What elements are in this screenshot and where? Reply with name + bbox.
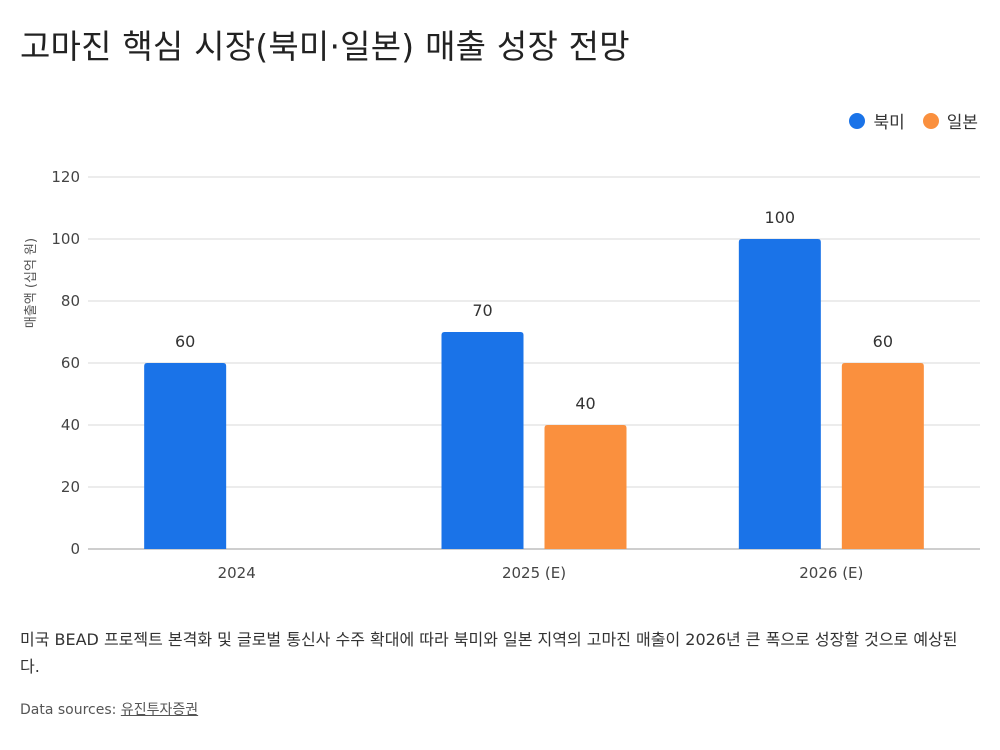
y-tick-label: 0 bbox=[70, 540, 80, 558]
data-label: 60 bbox=[175, 332, 195, 351]
legend-swatch-japan bbox=[922, 112, 939, 129]
legend-item-north-america: 북미 bbox=[849, 108, 905, 133]
y-tick-label: 40 bbox=[61, 416, 80, 434]
x-tick-label: 2024 bbox=[218, 564, 256, 582]
source-label: Data sources: bbox=[20, 702, 117, 718]
source-link[interactable]: 유진투자증권 bbox=[120, 702, 199, 718]
bar-north-america-2 bbox=[738, 239, 821, 549]
data-source: Data sources: 유진투자증권 bbox=[20, 699, 198, 719]
legend-item-japan: 일본 bbox=[922, 108, 978, 133]
bar-north-america-1 bbox=[441, 332, 524, 549]
x-tick-label: 2025 (E) bbox=[502, 564, 566, 582]
y-tick-label: 60 bbox=[61, 354, 80, 372]
bar-japan-2 bbox=[841, 363, 924, 549]
data-label: 40 bbox=[575, 394, 595, 413]
legend: 북미 일본 bbox=[849, 108, 978, 133]
y-tick-label: 80 bbox=[61, 292, 80, 310]
y-tick-label: 100 bbox=[51, 230, 80, 248]
chart-title: 고마진 핵심 시장(북미·일본) 매출 성장 전망 bbox=[20, 27, 630, 66]
chart-caption: 미국 BEAD 프로젝트 본격화 및 글로벌 통신사 수주 확대에 따라 북미와… bbox=[20, 630, 958, 676]
bar-chart: 0 20 40 60 80 100 120 매출액 (십억 원) 60 2024 70 40 2025 … bbox=[24, 168, 980, 582]
legend-swatch-north-america bbox=[849, 112, 866, 129]
bar-japan-1 bbox=[544, 425, 627, 549]
y-tick-label: 20 bbox=[61, 478, 80, 496]
x-tick-label: 2026 (E) bbox=[799, 564, 863, 582]
bar-north-america-0 bbox=[144, 363, 227, 549]
y-tick-label: 120 bbox=[51, 168, 80, 186]
data-label: 70 bbox=[472, 301, 492, 320]
data-label: 60 bbox=[873, 332, 893, 351]
y-axis-title: 매출액 (십억 원) bbox=[24, 238, 39, 328]
data-label: 100 bbox=[765, 208, 796, 227]
legend-label-north-america: 북미 bbox=[873, 113, 905, 133]
legend-label-japan: 일본 bbox=[946, 113, 978, 133]
